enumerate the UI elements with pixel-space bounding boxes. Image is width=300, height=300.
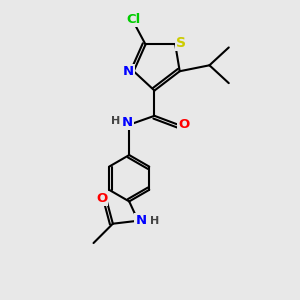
- Text: O: O: [96, 192, 107, 205]
- Text: N: N: [136, 214, 147, 227]
- Text: H: H: [111, 116, 120, 126]
- Text: O: O: [178, 118, 189, 131]
- Text: N: N: [123, 65, 134, 78]
- Text: Cl: Cl: [127, 13, 141, 26]
- Text: N: N: [122, 116, 133, 129]
- Text: S: S: [176, 36, 186, 50]
- Text: H: H: [150, 216, 159, 226]
